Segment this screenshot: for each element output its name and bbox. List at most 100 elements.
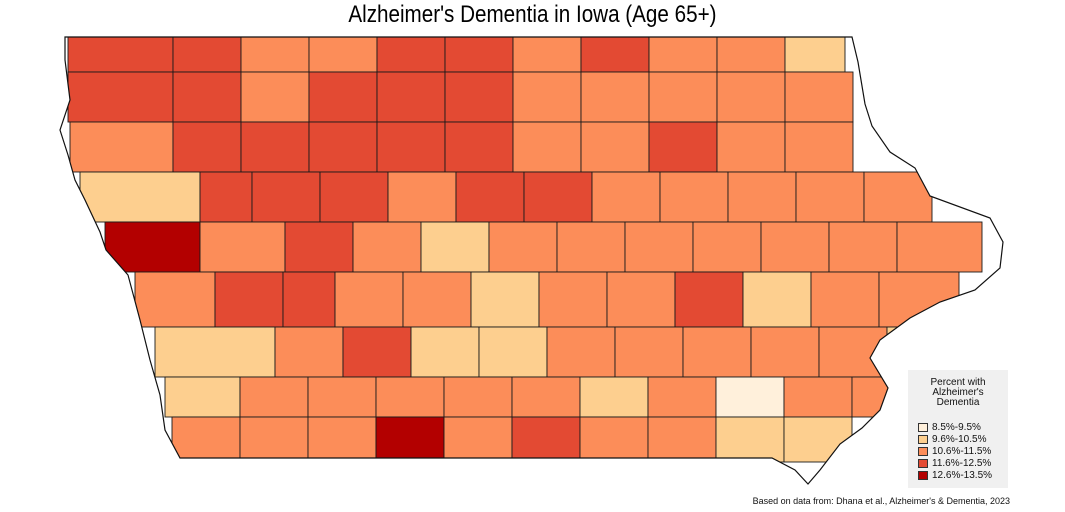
county-region xyxy=(444,71,514,123)
county-region xyxy=(67,71,174,123)
county-region xyxy=(199,171,253,223)
county-region xyxy=(784,37,846,73)
county-region xyxy=(307,376,377,418)
county-region xyxy=(624,221,694,273)
county-region xyxy=(692,221,762,273)
legend-label: 9.6%-10.5% xyxy=(932,434,987,445)
county-region xyxy=(556,221,626,273)
county-region xyxy=(580,121,650,173)
county-region xyxy=(716,37,786,73)
county-region xyxy=(284,221,354,273)
legend-swatch xyxy=(918,447,928,456)
legend-item: 11.6%-12.5% xyxy=(918,458,991,469)
county-region xyxy=(375,376,445,418)
county-region xyxy=(172,121,242,173)
county-region xyxy=(659,171,729,223)
county-region xyxy=(69,121,174,173)
county-region xyxy=(240,37,310,73)
county-region xyxy=(239,416,309,463)
county-region xyxy=(648,121,718,173)
county-region xyxy=(79,171,201,223)
county-region xyxy=(104,221,201,273)
county-region xyxy=(828,221,898,273)
county-region xyxy=(512,37,582,73)
county-region xyxy=(580,71,650,123)
legend-swatch xyxy=(918,459,928,468)
county-region xyxy=(342,326,412,378)
county-region xyxy=(648,37,718,73)
county-region xyxy=(783,376,853,418)
county-region xyxy=(647,376,717,418)
county-region xyxy=(750,326,820,378)
county-region xyxy=(352,221,422,273)
county-region xyxy=(715,416,785,463)
county-region xyxy=(523,171,593,223)
county-region xyxy=(134,271,216,328)
legend-item: 8.5%-9.5% xyxy=(918,422,981,433)
legend-title: Percent with Alzheimer's Dementia xyxy=(930,377,986,408)
county-region xyxy=(784,121,854,173)
county-region xyxy=(488,221,558,273)
county-region xyxy=(308,37,378,73)
county-region xyxy=(274,326,344,378)
legend-swatch xyxy=(918,435,928,444)
legend-swatch xyxy=(918,471,928,480)
county-region xyxy=(251,171,321,223)
county-region xyxy=(511,416,581,463)
county-region xyxy=(591,171,661,223)
county-region xyxy=(67,37,174,73)
county-region xyxy=(214,271,284,328)
county-region xyxy=(455,171,525,223)
county-region xyxy=(444,37,514,73)
county-region xyxy=(387,171,457,223)
county-region xyxy=(443,416,513,463)
county-region xyxy=(172,71,242,123)
county-region xyxy=(682,326,752,378)
legend-label: 11.6%-12.5% xyxy=(932,458,992,469)
county-region xyxy=(546,326,616,378)
legend-label: 12.6%-13.5% xyxy=(932,470,993,481)
county-region xyxy=(674,271,744,328)
county-region xyxy=(308,121,378,173)
county-region xyxy=(716,121,786,173)
county-region xyxy=(512,121,582,173)
county-region xyxy=(647,416,717,463)
legend-label: 8.5%-9.5% xyxy=(932,422,981,433)
county-region xyxy=(579,376,649,418)
county-region xyxy=(240,121,310,173)
county-region xyxy=(742,271,812,328)
county-region xyxy=(538,271,608,328)
county-region xyxy=(199,221,286,273)
county-region xyxy=(307,416,377,463)
county-region xyxy=(308,71,378,123)
county-region xyxy=(334,271,404,328)
county-region xyxy=(896,221,983,273)
county-region xyxy=(810,271,880,328)
map-legend: Percent with Alzheimer's Dementia 8.5%-9… xyxy=(908,370,1008,488)
county-region xyxy=(863,171,933,223)
county-region xyxy=(580,37,650,73)
county-region xyxy=(715,376,785,418)
county-region xyxy=(716,71,786,123)
county-region xyxy=(470,271,540,328)
county-region xyxy=(376,37,446,73)
legend-item: 12.6%-13.5% xyxy=(918,470,992,481)
county-region xyxy=(319,171,389,223)
county-region xyxy=(240,71,310,123)
county-region xyxy=(614,326,684,378)
county-region xyxy=(760,221,830,273)
county-region xyxy=(727,171,797,223)
county-region xyxy=(795,171,865,223)
county-region xyxy=(282,271,336,328)
county-region xyxy=(511,376,581,418)
county-region xyxy=(444,121,514,173)
legend-label: 10.6%-11.5% xyxy=(932,446,992,457)
county-region xyxy=(648,71,718,123)
county-region xyxy=(376,71,446,123)
county-region xyxy=(606,271,676,328)
county-region xyxy=(239,376,309,418)
county-region xyxy=(478,326,548,378)
county-region xyxy=(443,376,513,418)
county-region xyxy=(783,416,853,463)
county-region xyxy=(512,71,582,123)
